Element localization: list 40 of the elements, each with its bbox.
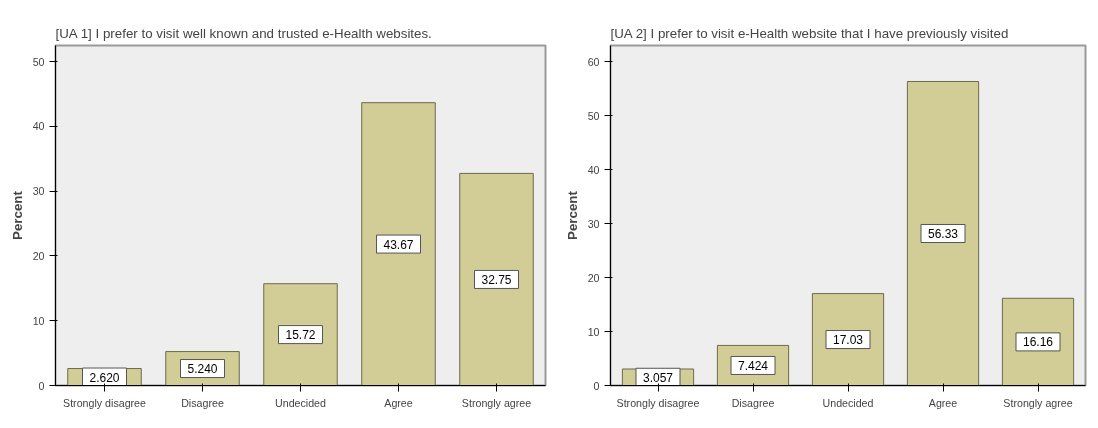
data-label: 56.33 <box>927 227 959 241</box>
y-axis-title: Percent <box>9 190 25 240</box>
x-tick-label: Agree <box>928 396 958 409</box>
x-tick-label: Undecided <box>822 396 874 409</box>
chart-title: [UA 2] I prefer to visit e-Health website that I have previously visited <box>610 25 1009 41</box>
data-label: 15.72 <box>285 328 316 343</box>
y-tick-label: 40 <box>587 163 600 176</box>
y-tick-label: 50 <box>587 109 600 122</box>
y-tick-label: 30 <box>32 185 45 198</box>
data-label: 32.75 <box>481 272 512 287</box>
data-label: 5.240 <box>187 362 218 377</box>
x-tick-label: Strongly disagree <box>63 396 147 409</box>
y-tick-label: 30 <box>587 217 600 230</box>
data-label: 2.620 <box>89 370 120 385</box>
x-tick-label: Disagree <box>731 396 775 409</box>
x-tick-label: Strongly disagree <box>616 396 700 409</box>
x-tick-label: Disagree <box>181 396 224 409</box>
bar <box>361 102 436 386</box>
data-label: 17.03 <box>832 333 864 348</box>
bar <box>459 172 534 386</box>
x-tick-label: Undecided <box>275 396 327 409</box>
x-tick-label: Strongly agree <box>461 396 532 409</box>
data-label: 7.424 <box>737 358 769 373</box>
y-tick-label: 0 <box>38 379 45 392</box>
y-tick-label: 40 <box>32 120 45 133</box>
bar <box>906 81 980 386</box>
data-label: 43.67 <box>383 237 414 252</box>
y-tick-label: 50 <box>32 55 45 68</box>
y-tick-label: 60 <box>587 55 600 68</box>
y-tick-label: 20 <box>32 249 45 262</box>
data-label: 16.16 <box>1022 335 1054 350</box>
y-tick-label: 10 <box>32 314 45 327</box>
y-tick-label: 10 <box>587 325 600 338</box>
y-tick-label: 0 <box>593 379 600 392</box>
x-tick-label: Agree <box>384 396 413 409</box>
x-tick-label: Strongly agree <box>1003 396 1073 409</box>
y-axis-title: Percent <box>564 190 580 240</box>
y-tick-label: 20 <box>587 271 600 284</box>
chart-title: [UA 1] I prefer to visit well known and trusted e-Health websites. <box>55 25 432 41</box>
data-label: 3.057 <box>642 370 674 385</box>
